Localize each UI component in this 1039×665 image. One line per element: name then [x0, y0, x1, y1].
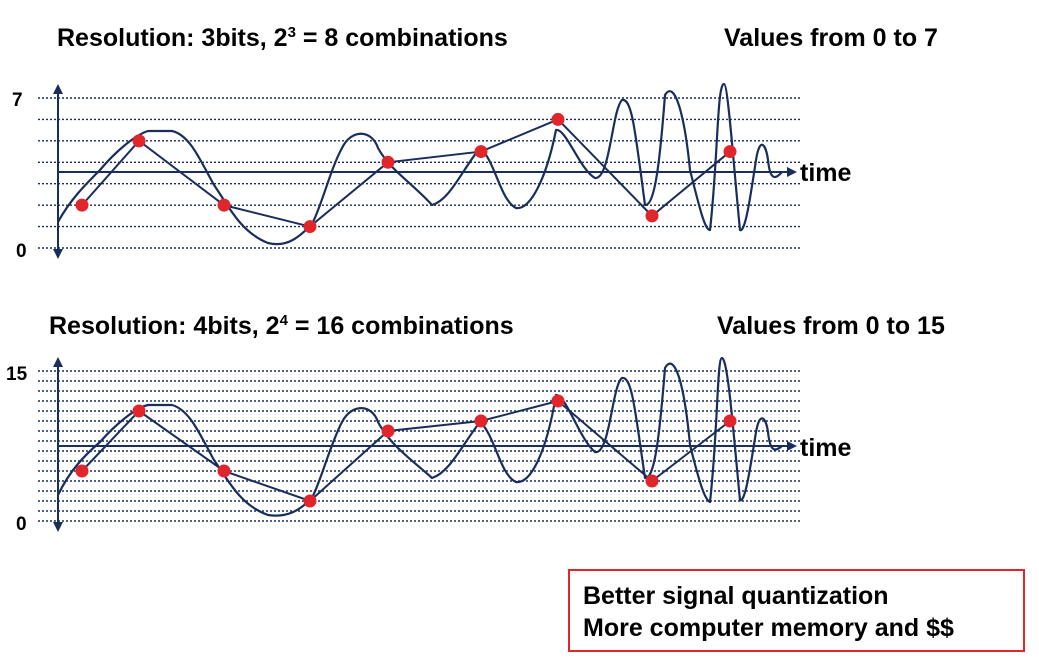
panel1-plot: 7 0 time	[12, 82, 852, 262]
panel1-analog-signal	[57, 82, 783, 246]
panel1-title-suffix: = 8 combinations	[295, 24, 508, 52]
p1-sample-point-0	[75, 198, 89, 212]
p1-sample-point-6	[551, 112, 565, 126]
panel1-title: Resolution: 3bits, 23 = 8 combinations	[57, 24, 508, 53]
panel1-sample-points	[75, 112, 737, 234]
p1-sample-point-2	[217, 198, 231, 212]
p1-sample-point-3	[303, 220, 317, 234]
note-line-1: Better signal quantization	[583, 582, 889, 610]
note-line-2: More computer memory and $$	[583, 614, 954, 642]
p1-sample-point-7	[645, 209, 659, 223]
panel2-time-label: time	[800, 434, 852, 462]
p2-sample-point-3	[303, 494, 317, 508]
panel2-title-prefix: Resolution: 4bits, 2	[49, 312, 280, 340]
panel2-title-exponent: 4	[279, 312, 288, 329]
p1-sample-point-8	[723, 145, 737, 159]
panel2-plot: 15 0 time	[6, 356, 852, 535]
panel2-range-text: Values from 0 to 15	[717, 312, 945, 340]
p2-sample-point-5	[474, 414, 488, 428]
p2-sample-point-0	[75, 464, 89, 478]
panel1-title-prefix: Resolution: 3bits, 2	[57, 24, 288, 52]
p2-sample-point-2	[217, 464, 231, 478]
panel1-y-min-label: 0	[16, 241, 27, 262]
panel1-time-label: time	[800, 159, 852, 187]
panel2-grid	[38, 370, 802, 522]
panel1-range-text: Values from 0 to 7	[724, 24, 938, 52]
p2-sample-point-1	[132, 404, 146, 418]
p2-sample-point-4	[381, 424, 395, 438]
panel2-title-suffix: = 16 combinations	[287, 312, 514, 340]
panel2-sample-points	[75, 394, 737, 508]
panel1-y-max-label: 7	[12, 90, 23, 111]
panel2-analog-signal	[57, 356, 783, 517]
panel1-title-exponent: 3	[287, 24, 296, 41]
panel1-grid	[38, 97, 802, 249]
note-box: Better signal quantization More computer…	[568, 569, 1025, 652]
p2-sample-point-6	[551, 394, 565, 408]
panel2-y-min-label: 0	[16, 514, 27, 535]
panel2-title: Resolution: 4bits, 24 = 16 combinations	[49, 312, 514, 341]
p1-sample-point-1	[132, 134, 146, 148]
p1-sample-point-5	[474, 145, 488, 159]
panel2-y-max-label: 15	[6, 364, 28, 385]
p2-sample-point-7	[645, 474, 659, 488]
p1-sample-point-4	[381, 155, 395, 169]
p2-sample-point-8	[723, 414, 737, 428]
